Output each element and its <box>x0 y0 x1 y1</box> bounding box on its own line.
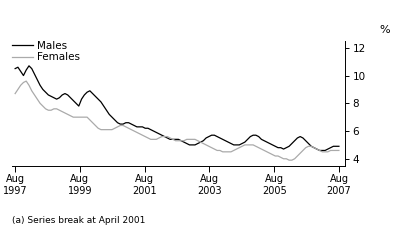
Females <box>264 151 269 153</box>
Females <box>52 107 56 110</box>
Males <box>52 96 56 99</box>
Males <box>270 143 275 146</box>
Females <box>337 149 341 152</box>
Legend: Males, Females: Males, Females <box>12 41 80 62</box>
Females <box>13 92 17 95</box>
Males <box>27 64 31 67</box>
Females <box>126 127 131 130</box>
Line: Females: Females <box>15 81 339 160</box>
Males <box>82 94 87 96</box>
Text: (a) Series break at April 2001: (a) Series break at April 2001 <box>12 216 145 225</box>
Males <box>337 145 341 148</box>
Text: %: % <box>379 25 389 35</box>
Males <box>317 149 322 152</box>
Females <box>82 116 87 118</box>
Females <box>287 159 291 162</box>
Females <box>270 153 275 156</box>
Males <box>13 67 17 70</box>
Males <box>264 141 269 143</box>
Males <box>126 121 131 124</box>
Females <box>24 80 29 82</box>
Line: Males: Males <box>15 66 339 151</box>
Males <box>240 142 245 145</box>
Females <box>240 145 245 148</box>
